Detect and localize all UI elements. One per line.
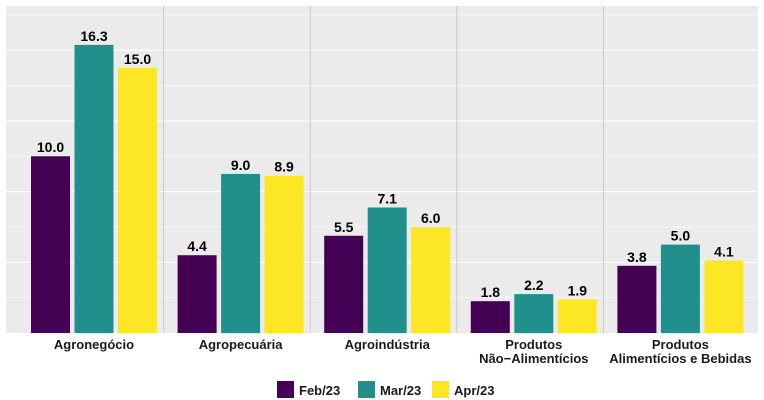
value-labels-group: 10.0 16.3 15.0 4.4 9.0 8.9 5.5 7.1 6.0 1.8 2.2 1.9 3… <box>37 28 734 300</box>
legend-label: Feb/23 <box>299 383 340 398</box>
bar-value-label: 3.8 <box>627 249 647 265</box>
bar-value-label: 16.3 <box>80 28 107 44</box>
bar <box>324 235 364 333</box>
bar <box>74 44 114 334</box>
bar-value-label: 4.4 <box>187 238 207 254</box>
bars-group <box>31 44 744 334</box>
legend-label: Mar/23 <box>380 383 421 398</box>
legend-swatch <box>432 381 449 398</box>
legend-swatch <box>358 381 375 398</box>
legend: Feb/23 Mar/23 Apr/23 <box>277 381 494 398</box>
bar-value-label: 9.0 <box>231 157 251 173</box>
bar <box>660 244 700 333</box>
bar <box>264 175 304 333</box>
bar-value-label: 10.0 <box>37 139 64 155</box>
bar <box>470 301 510 333</box>
bar-value-label: 1.8 <box>481 284 501 300</box>
legend-swatch <box>277 381 294 398</box>
category-label: Agroindústria <box>345 337 431 352</box>
bar <box>617 265 657 333</box>
bar-value-label: 15.0 <box>124 51 151 67</box>
bar-value-label: 5.0 <box>671 228 691 244</box>
bar-value-label: 6.0 <box>421 210 441 226</box>
category-label: Produtos Não−Alimentícios <box>479 337 588 366</box>
bar <box>514 294 554 333</box>
category-label: Agronegócio <box>54 337 134 352</box>
bar <box>221 173 261 333</box>
bar-value-label: 8.9 <box>274 159 294 175</box>
bar-value-label: 7.1 <box>377 191 397 207</box>
bar <box>704 260 744 333</box>
bar <box>118 67 157 333</box>
category-label: Produtos Alimentícios e Bebidas <box>609 337 751 366</box>
bar-value-label: 1.9 <box>568 282 588 298</box>
vertical-gridlines <box>163 6 604 333</box>
bar <box>557 299 597 333</box>
bar-value-label: 5.5 <box>334 219 354 235</box>
bar <box>31 156 70 333</box>
bar-value-label: 4.1 <box>714 244 734 260</box>
bar <box>177 255 217 333</box>
category-label: Agropecuária <box>199 337 284 352</box>
legend-label: Apr/23 <box>454 383 494 398</box>
category-labels-group: Agronegócio Agropecuária Agroindústria Prod… <box>54 337 752 366</box>
bar <box>411 226 451 333</box>
bar-value-label: 2.2 <box>524 277 544 293</box>
bar <box>367 207 407 333</box>
